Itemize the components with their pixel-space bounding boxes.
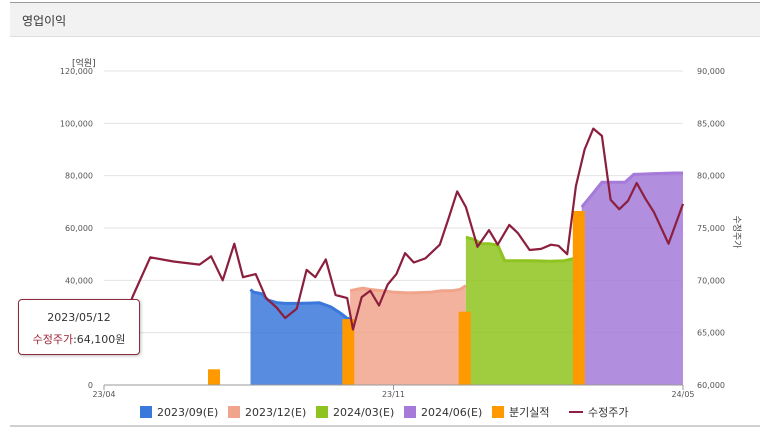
left-tick-label: 80,000 [65, 172, 93, 181]
tooltip-value-row: 수정주가:64,100원 [19, 331, 139, 347]
left-tick-label: 0 [88, 381, 93, 390]
right-tick-label: 85,000 [697, 119, 725, 128]
left-axis-unit-label: [억원] [72, 57, 96, 69]
panel-title: 영업이익 [22, 14, 67, 28]
quarterly-bar [342, 319, 355, 385]
right-tick-label: 60,000 [697, 381, 725, 390]
area-2024/06(E) [581, 173, 683, 385]
area-edge-2023/12(E) [349, 284, 467, 295]
estimate-areas [249, 171, 683, 385]
panel-header: 영업이익 [10, 3, 760, 37]
x-tick-label: 23/11 [382, 390, 405, 399]
tooltip-label: 수정주가 [32, 333, 74, 346]
right-tick-label: 80,000 [697, 172, 725, 181]
area-2023/12(E) [350, 285, 466, 385]
legend-swatch [316, 406, 328, 418]
left-tick-label: 40,000 [65, 276, 93, 285]
legend-label: 2024/03(E) [333, 406, 394, 419]
quarterly-bar [208, 369, 220, 385]
x-tick-label: 23/04 [92, 390, 115, 399]
quarterly-bars [208, 211, 585, 385]
x-tick-label: 24/05 [671, 390, 694, 399]
legend-label: 수정주가 [588, 406, 628, 419]
price-tooltip: 2023/05/12 수정주가:64,100원 [18, 299, 140, 355]
right-tick-label: 65,000 [697, 329, 725, 338]
tooltip-value: :64,100원 [73, 333, 126, 346]
legend-swatch [228, 406, 240, 418]
area-2024/03(E) [465, 237, 582, 385]
legend-swatch [404, 406, 416, 418]
quarterly-bar [572, 211, 585, 385]
legend-swatch [140, 406, 152, 418]
left-tick-label: 60,000 [65, 224, 93, 233]
legend-swatch [492, 406, 504, 418]
area-edge-2024/06(E) [580, 171, 683, 209]
right-axis-label: 수정주가 [731, 215, 742, 248]
legend-label: 2023/09(E) [157, 406, 218, 419]
panel-bottom-border [10, 425, 760, 427]
left-tick-label: 120,000 [60, 67, 93, 76]
price-line-layer [103, 127, 685, 344]
area-2023/09(E) [250, 289, 351, 385]
quarterly-bar [458, 311, 471, 385]
left-tick-label: 100,000 [60, 119, 93, 128]
tooltip-date: 2023/05/12 [47, 311, 111, 324]
right-tick-label: 75,000 [697, 224, 725, 233]
right-tick-label: 70,000 [697, 276, 725, 285]
legend-label: 분기실적 [509, 406, 549, 419]
chart-legend: 2023/09(E) 2023/12(E) 2024/03(E) 2024/06(E)… [140, 406, 628, 419]
operating-profit-panel: 영업이익 [10, 2, 760, 427]
legend-label: 2023/12(E) [245, 406, 306, 419]
legend-label: 2024/06(E) [421, 406, 482, 419]
right-tick-label: 90,000 [697, 67, 725, 76]
price-line [103, 127, 685, 344]
area-edge-2023/09(E) [249, 288, 351, 321]
